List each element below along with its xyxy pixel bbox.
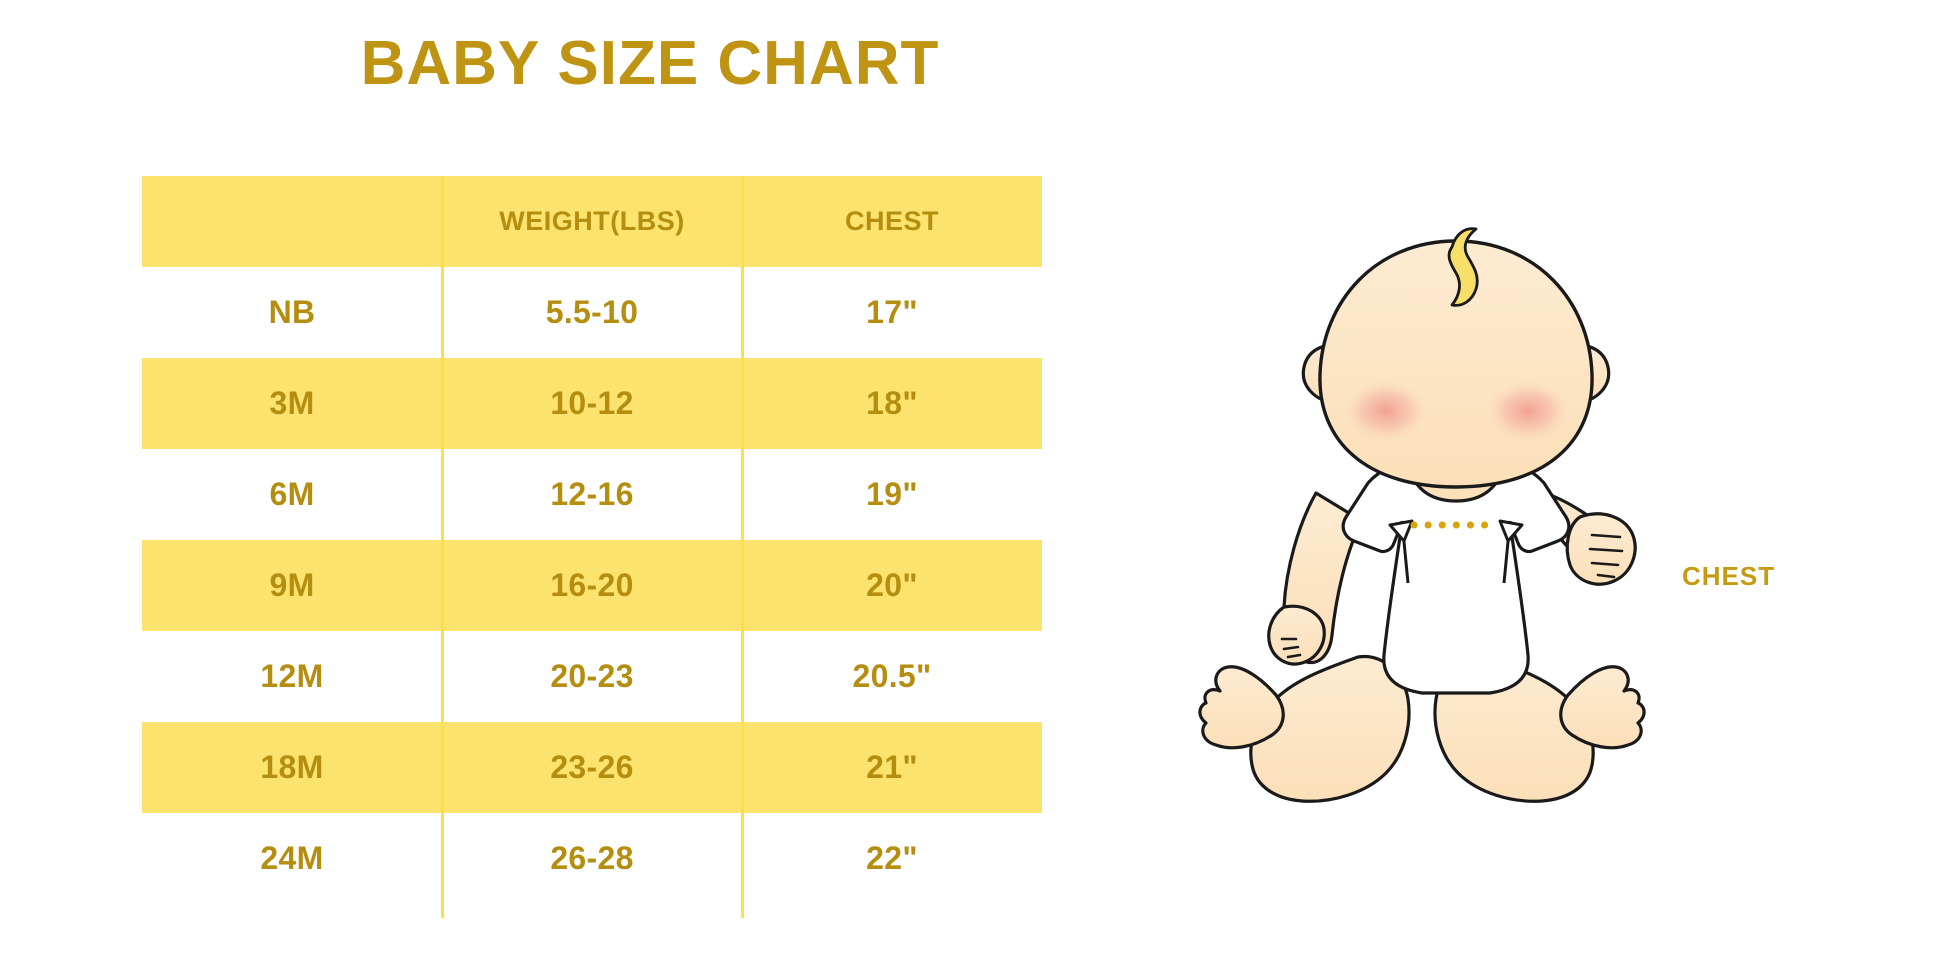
chest-callout-label: CHEST [1682,561,1776,591]
cell-size: 9M [269,567,315,603]
cell-chest: 17" [866,294,918,330]
cell-chest: 19" [866,476,918,512]
table-row: 24M 26-28 22" [142,813,1042,904]
table-row: 18M 23-26 21" [142,722,1042,813]
table-row: 12M 20-23 20.5" [142,631,1042,722]
cell-weight: 10-12 [550,385,634,421]
column-header-chest: CHEST [844,206,939,236]
baby-right-fingers [1588,533,1624,579]
baby-hair-curl [1447,227,1479,307]
baby-right-foot [1559,665,1646,750]
table-row: 6M 12-16 19" [142,449,1042,540]
page-title: BABY SIZE CHART [360,29,940,98]
cell-chest: 22" [866,840,918,876]
cell-weight: 26-28 [550,840,634,876]
cell-size: 6M [269,476,315,512]
baby-left-foot [1198,665,1285,750]
baby-right-cheek [1484,379,1572,443]
cell-chest: 21" [866,749,918,785]
cell-size: 24M [260,840,324,876]
baby-left-hand [1267,604,1326,666]
baby-head [1318,239,1594,489]
table-row: 3M 10-12 18" [142,358,1042,449]
table-header-row: WEIGHT(LBS) CHEST [142,176,1042,267]
baby-arms-group [1267,487,1637,666]
cell-size: 12M [260,658,324,694]
chest-measure-line [1388,519,1524,584]
cell-size: 18M [260,749,324,785]
cell-chest: 20" [866,567,918,603]
column-header-weight: WEIGHT(LBS) [499,206,685,236]
size-table: WEIGHT(LBS) CHEST NB 5.5-10 17" 3M 10-12 18" 6… [142,176,1042,904]
baby-left-fingers [1280,637,1302,659]
sitting-baby-illustration [1198,227,1646,803]
table-body: NB 5.5-10 17" 3M 10-12 18" 6M 12-16 19" 9M 16-20 20… [142,267,1042,904]
cell-size: 3M [269,385,315,421]
baby-left-cheek [1342,379,1430,443]
cell-chest: 20.5" [852,658,932,694]
chest-arrow-left-head [1388,519,1414,543]
cell-weight: 12-16 [550,476,634,512]
cell-weight: 23-26 [550,749,634,785]
cell-size: NB [268,294,316,330]
chest-arrow-right-head [1498,519,1524,543]
table-row: 9M 16-20 20" [142,540,1042,631]
cell-weight: 5.5-10 [545,294,639,330]
cell-weight: 20-23 [550,658,634,694]
table-row: NB 5.5-10 17" [142,267,1042,358]
cell-weight: 16-20 [550,567,634,603]
cell-chest: 18" [866,385,918,421]
